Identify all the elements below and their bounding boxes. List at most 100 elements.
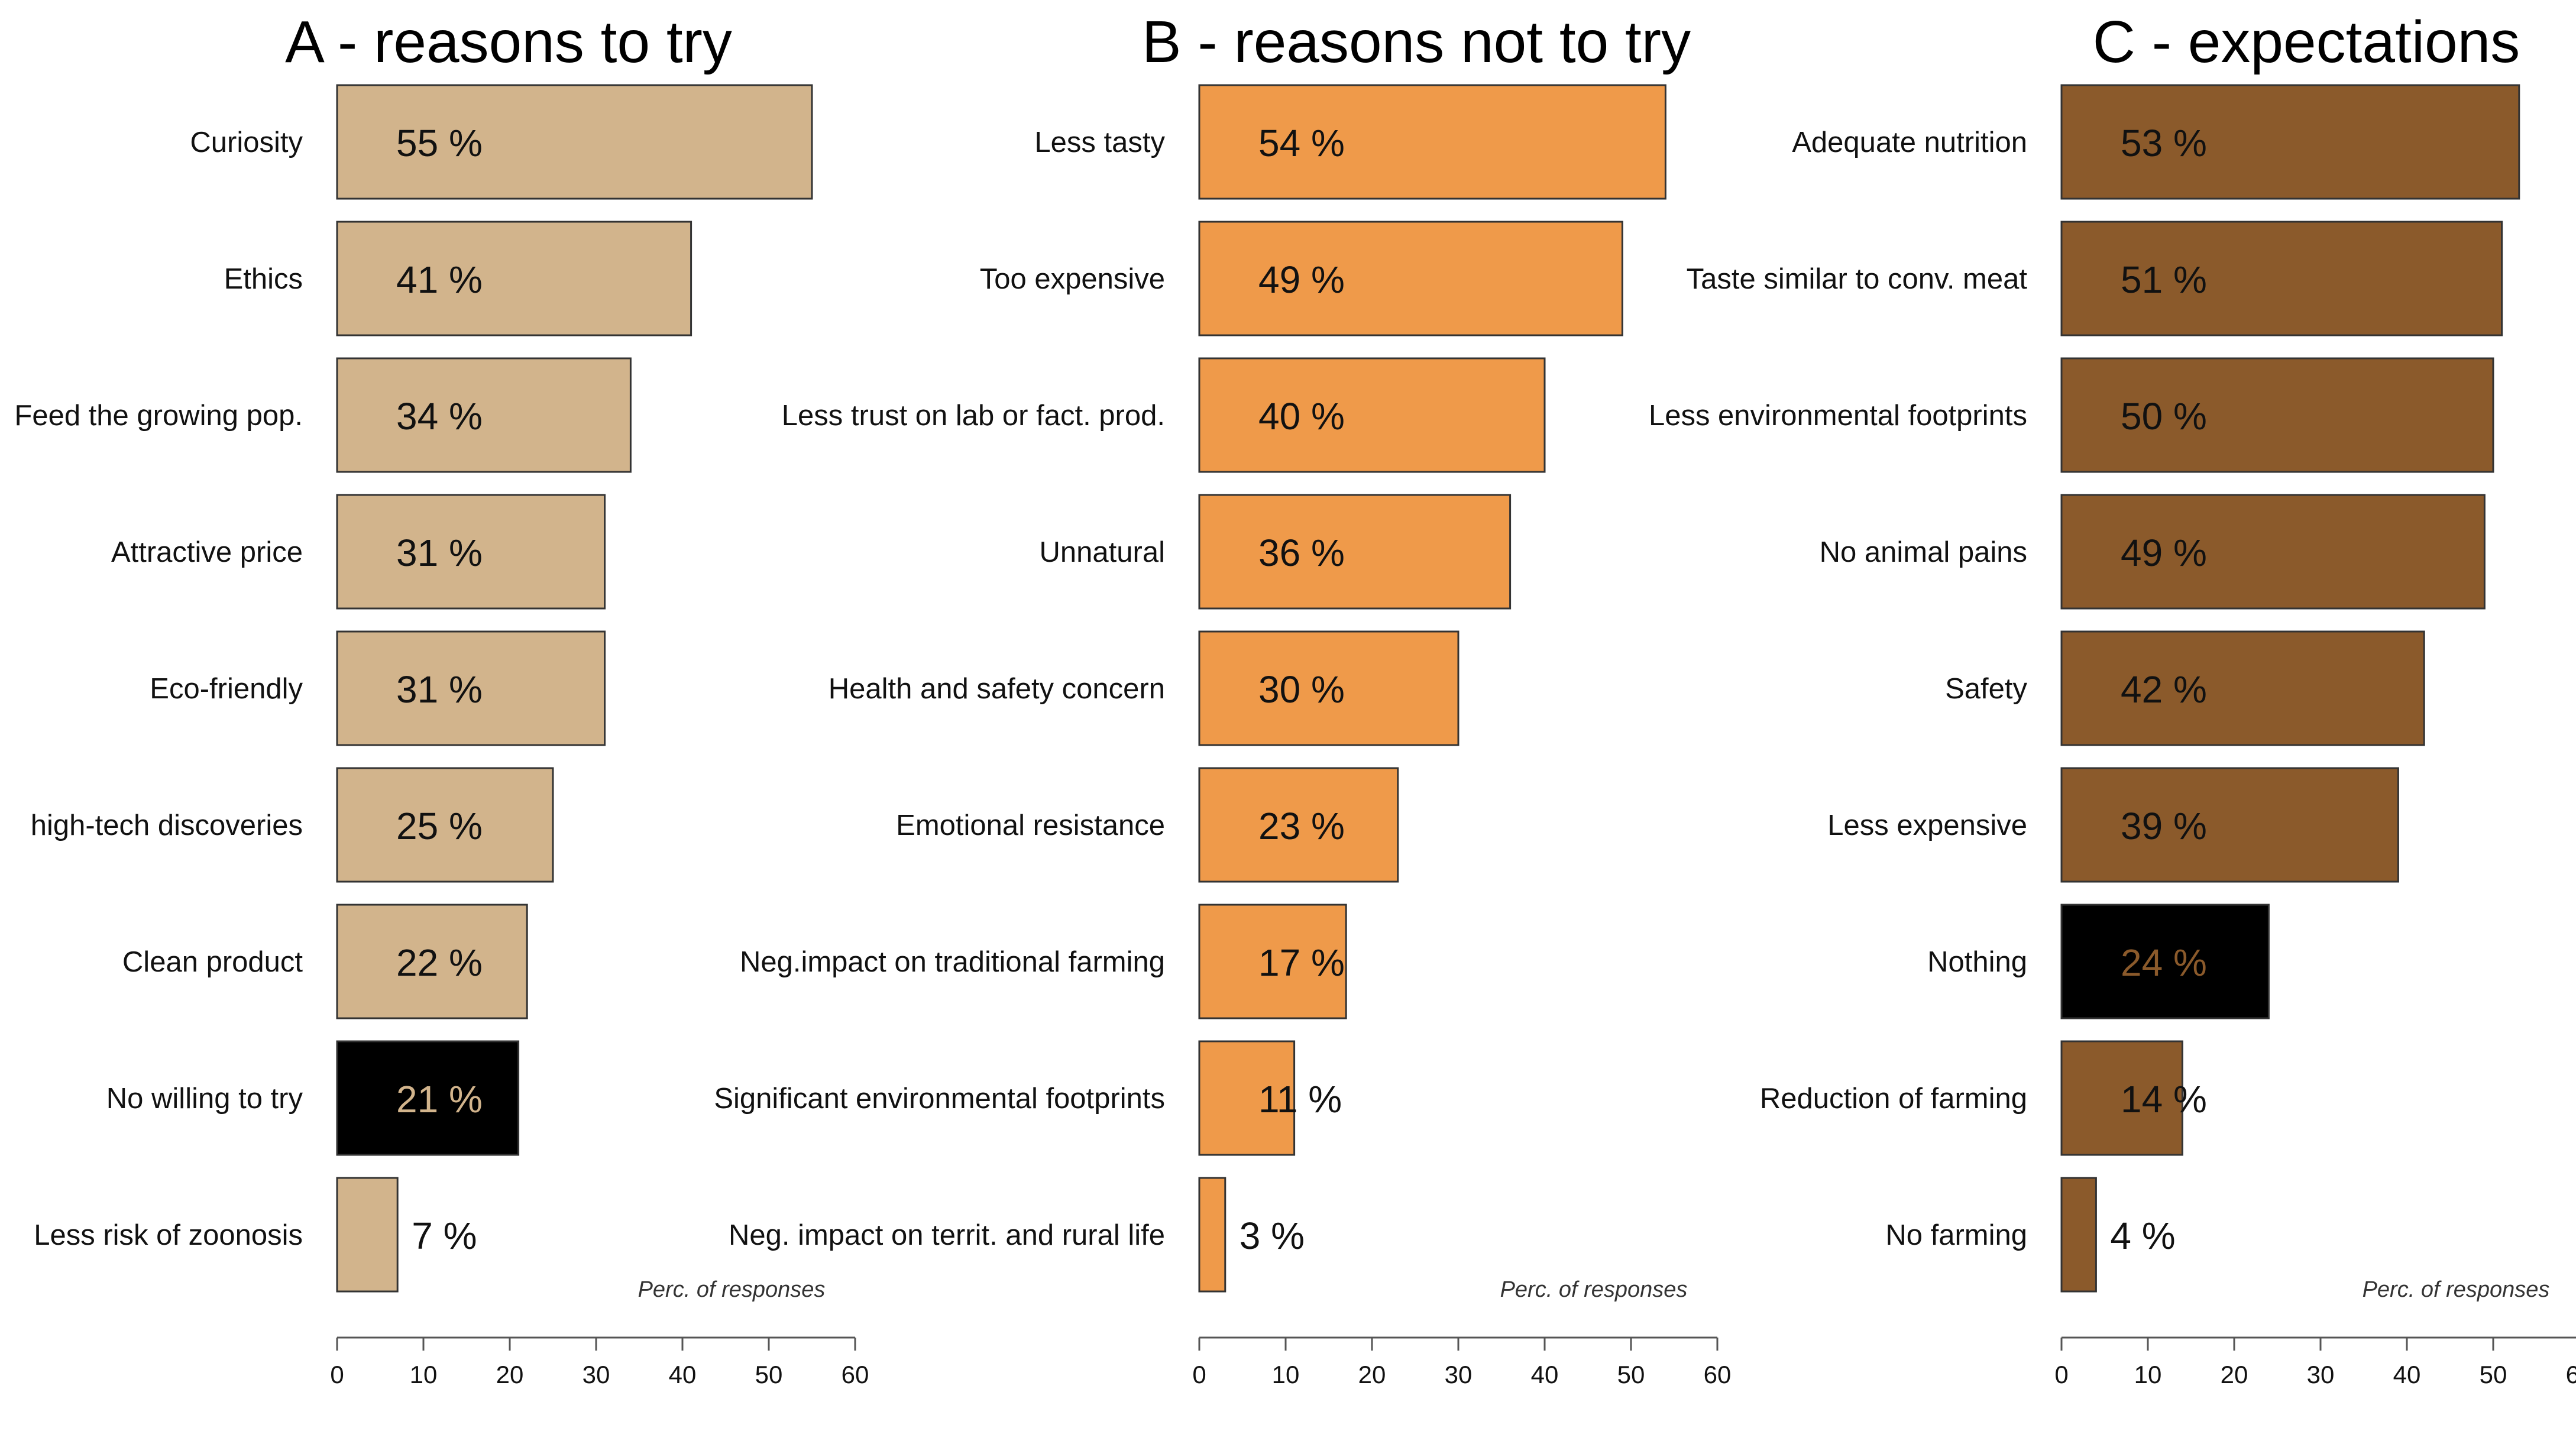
x-tick-label: 20 <box>2221 1361 2248 1388</box>
data-label: 36 % <box>1258 532 1345 574</box>
x-tick-label: 40 <box>669 1361 697 1388</box>
category-label: Less environmental footprints <box>1649 400 2027 432</box>
data-label: 7 % <box>412 1215 477 1257</box>
data-label: 21 % <box>396 1078 483 1121</box>
category-label: Less risk of zoonosis <box>34 1219 303 1251</box>
category-label: Health and safety concern <box>829 673 1165 705</box>
data-label: 25 % <box>396 805 483 847</box>
data-label: 14 % <box>2121 1078 2207 1121</box>
chart-panel-3: C - expectations Adequate nutrition 53 % Ta… <box>1649 9 2576 1388</box>
x-tick-label: 60 <box>842 1361 869 1388</box>
data-label: 23 % <box>1258 805 1345 847</box>
category-label: Significant environmental footprints <box>714 1083 1165 1115</box>
data-label: 53 % <box>2121 122 2207 164</box>
data-label: 39 % <box>2121 805 2207 847</box>
data-label: 22 % <box>396 941 483 984</box>
bar <box>2060 84 2520 200</box>
x-tick-label: 10 <box>1272 1361 1300 1388</box>
data-label: 30 % <box>1258 668 1345 711</box>
data-label: 49 % <box>1258 258 1345 301</box>
category-label: Adequate nutrition <box>1792 127 2027 158</box>
category-label: Feed the growing pop. <box>14 400 303 432</box>
bar <box>1198 1177 1226 1293</box>
category-label: Neg. impact on territ. and rural life <box>729 1219 1165 1251</box>
category-label: Less tasty <box>1034 127 1165 158</box>
x-axis-title: Perc. of responses <box>638 1277 826 1302</box>
category-label: No farming <box>1885 1219 2027 1251</box>
data-label: 11 % <box>1258 1078 1342 1121</box>
bar <box>336 84 813 200</box>
category-label: No willing to try <box>106 1083 303 1115</box>
bar <box>336 357 632 473</box>
category-label: Attractive price <box>111 536 303 568</box>
x-tick-label: 20 <box>496 1361 524 1388</box>
x-tick-label: 0 <box>330 1361 344 1388</box>
bar <box>1198 221 1623 336</box>
category-label: Nothing <box>1927 946 2027 978</box>
x-tick-label: 40 <box>2393 1361 2421 1388</box>
bar <box>2060 630 2425 746</box>
x-tick-label: 10 <box>2134 1361 2162 1388</box>
category-label: Eco-friendly <box>150 673 303 705</box>
x-tick-label: 30 <box>1445 1361 1473 1388</box>
data-label: 34 % <box>396 395 483 438</box>
category-label: Neg.impact on traditional farming <box>740 946 1165 978</box>
bar <box>1198 357 1546 473</box>
category-label: Curiosity <box>190 127 303 158</box>
data-label: 49 % <box>2121 532 2207 574</box>
x-tick-label: 0 <box>1192 1361 1206 1388</box>
bar <box>2060 1177 2097 1293</box>
bar <box>336 767 554 883</box>
bar <box>336 904 528 1019</box>
data-label: 42 % <box>2121 668 2207 711</box>
bar <box>336 221 692 336</box>
data-label: 41 % <box>396 258 483 301</box>
data-label: 55 % <box>396 122 483 164</box>
x-tick-label: 40 <box>1531 1361 1559 1388</box>
bar <box>1198 630 1459 746</box>
data-label: 4 % <box>2110 1215 2175 1257</box>
data-label: 40 % <box>1258 395 1345 438</box>
bar <box>1198 767 1399 883</box>
category-label: Unnatural <box>1040 536 1165 568</box>
data-label: 51 % <box>2121 258 2207 301</box>
bar <box>2060 1040 2183 1156</box>
category-label: Less trust on lab or fact. prod. <box>782 400 1165 432</box>
bar <box>1198 904 1347 1019</box>
bar <box>2060 221 2503 336</box>
panel-title: B - reasons not to try <box>1142 9 1691 75</box>
bar <box>336 494 606 610</box>
x-tick-label: 30 <box>582 1361 610 1388</box>
bar <box>1198 494 1512 610</box>
data-label: 17 % <box>1258 941 1345 984</box>
x-tick-label: 60 <box>2566 1361 2576 1388</box>
bar <box>336 1040 520 1156</box>
panel-title: A - reasons to try <box>285 9 732 75</box>
data-label: 54 % <box>1258 122 1345 164</box>
bar <box>1198 1040 1296 1156</box>
x-tick-label: 20 <box>1358 1361 1386 1388</box>
x-tick-label: 50 <box>2480 1361 2507 1388</box>
panel-title: C - expectations <box>2093 9 2520 75</box>
category-label: Taste similar to conv. meat <box>1687 263 2028 295</box>
x-tick-label: 50 <box>755 1361 783 1388</box>
data-label: 50 % <box>2121 395 2207 438</box>
category-label: Ethics <box>224 263 303 295</box>
x-tick-label: 60 <box>1704 1361 1732 1388</box>
data-label: 31 % <box>396 532 483 574</box>
bar <box>2060 767 2399 883</box>
bar <box>2060 494 2486 610</box>
bar <box>336 1177 399 1293</box>
x-axis-title: Perc. of responses <box>1500 1277 1688 1302</box>
category-label: Reduction of farming <box>1760 1083 2027 1115</box>
category-label: Clean product <box>122 946 303 978</box>
x-tick-label: 30 <box>2307 1361 2335 1388</box>
category-label: Less expensive <box>1827 810 2027 841</box>
chart-panel-2: B - reasons not to try Less tasty 54 % Too … <box>714 9 1731 1388</box>
category-label: Emotional resistance <box>896 810 1165 841</box>
x-axis-title: Perc. of responses <box>2363 1277 2550 1302</box>
bar <box>2060 357 2494 473</box>
x-tick-label: 50 <box>1617 1361 1645 1388</box>
data-label: 24 % <box>2121 941 2207 984</box>
